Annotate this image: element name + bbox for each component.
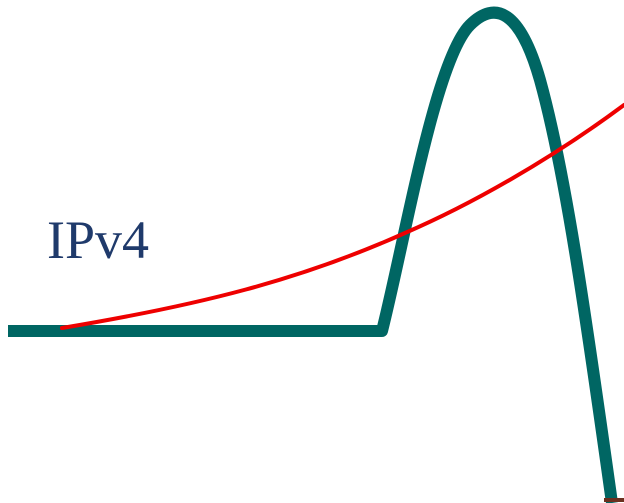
teal-bell-curve <box>8 6 618 503</box>
ipv4-label: IPv4 <box>47 210 149 270</box>
red-growth-curve <box>60 103 624 330</box>
